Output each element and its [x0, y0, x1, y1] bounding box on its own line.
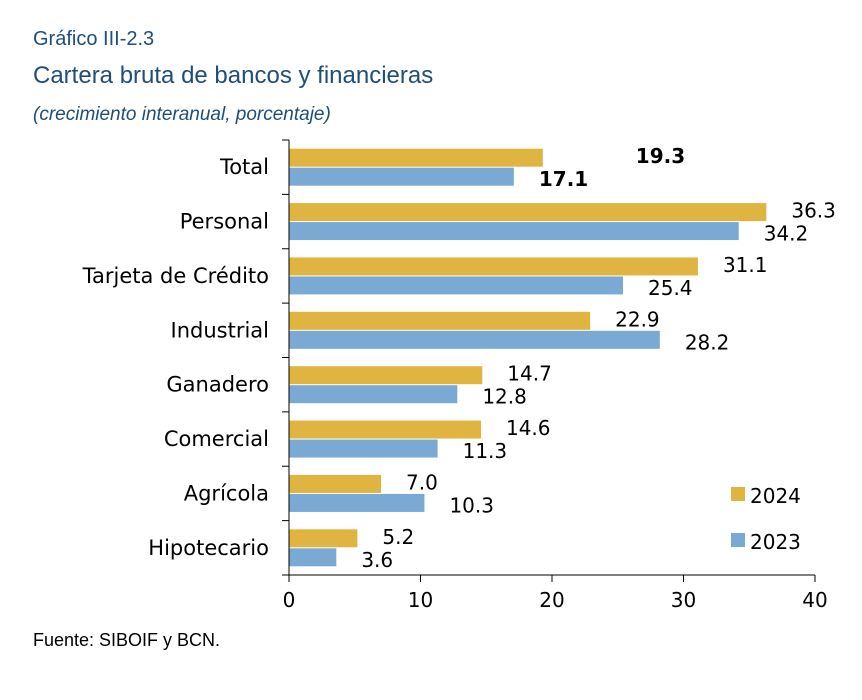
category-label: Ganadero — [166, 373, 269, 397]
x-tick-label: 0 — [283, 588, 296, 612]
data-label: 25.4 — [648, 276, 693, 300]
data-label: 7.0 — [406, 470, 438, 494]
bar-2023 — [289, 330, 660, 349]
x-tick-label: 20 — [539, 588, 564, 612]
bar-2024 — [289, 474, 382, 493]
bar-2024 — [289, 420, 481, 439]
bar-2024 — [289, 148, 543, 167]
x-tick-label: 30 — [671, 588, 696, 612]
chart-subtitle: (crecimiento interanual, porcentaje) — [33, 104, 331, 125]
data-label: 5.2 — [382, 525, 414, 549]
bar-2023 — [289, 385, 458, 404]
legend-label: 2024 — [750, 484, 801, 508]
bar-2024 — [289, 366, 483, 385]
category-label: Agrícola — [184, 481, 269, 505]
data-label: 34.2 — [764, 222, 809, 246]
category-label: Hipotecario — [148, 536, 269, 560]
chart-title: Cartera bruta de bancos y financieras — [33, 62, 434, 89]
bar-2024 — [289, 311, 591, 330]
category-label: Comercial — [164, 427, 269, 451]
data-label: 28.2 — [685, 330, 730, 354]
data-label: 14.7 — [507, 362, 552, 386]
data-label: 31.1 — [723, 253, 768, 277]
category-label: Tarjeta de Crédito — [82, 264, 269, 288]
legend-label: 2023 — [750, 530, 801, 554]
x-tick-label: 40 — [802, 588, 827, 612]
data-label: 36.3 — [791, 199, 836, 223]
data-label: 11.3 — [463, 439, 508, 463]
chart-source: Fuente: SIBOIF y BCN. — [33, 630, 221, 650]
data-label: 14.6 — [506, 416, 551, 440]
bar-2023 — [289, 276, 624, 295]
category-label: Industrial — [171, 318, 270, 342]
bar-2023 — [289, 167, 514, 186]
x-tick-label: 10 — [408, 588, 433, 612]
chart-supertitle: Gráfico III-2.3 — [33, 28, 155, 50]
data-label: 3.6 — [361, 548, 393, 572]
data-label: 10.3 — [449, 493, 494, 517]
data-label: 22.9 — [615, 307, 660, 331]
bar-2024 — [289, 203, 767, 222]
category-label: Personal — [180, 210, 269, 234]
data-label: 19.3 — [636, 144, 685, 168]
category-label: Total — [219, 155, 269, 179]
data-label: 12.8 — [482, 385, 527, 409]
bar-2023 — [289, 439, 438, 458]
data-label: 17.1 — [539, 167, 588, 191]
bar-2023 — [289, 493, 425, 512]
bar-2023 — [289, 548, 337, 567]
bar-2024 — [289, 257, 698, 276]
bar-2024 — [289, 529, 358, 548]
bar-2023 — [289, 222, 739, 241]
legend-swatch-2023 — [731, 533, 745, 547]
legend-swatch-2024 — [731, 487, 745, 501]
